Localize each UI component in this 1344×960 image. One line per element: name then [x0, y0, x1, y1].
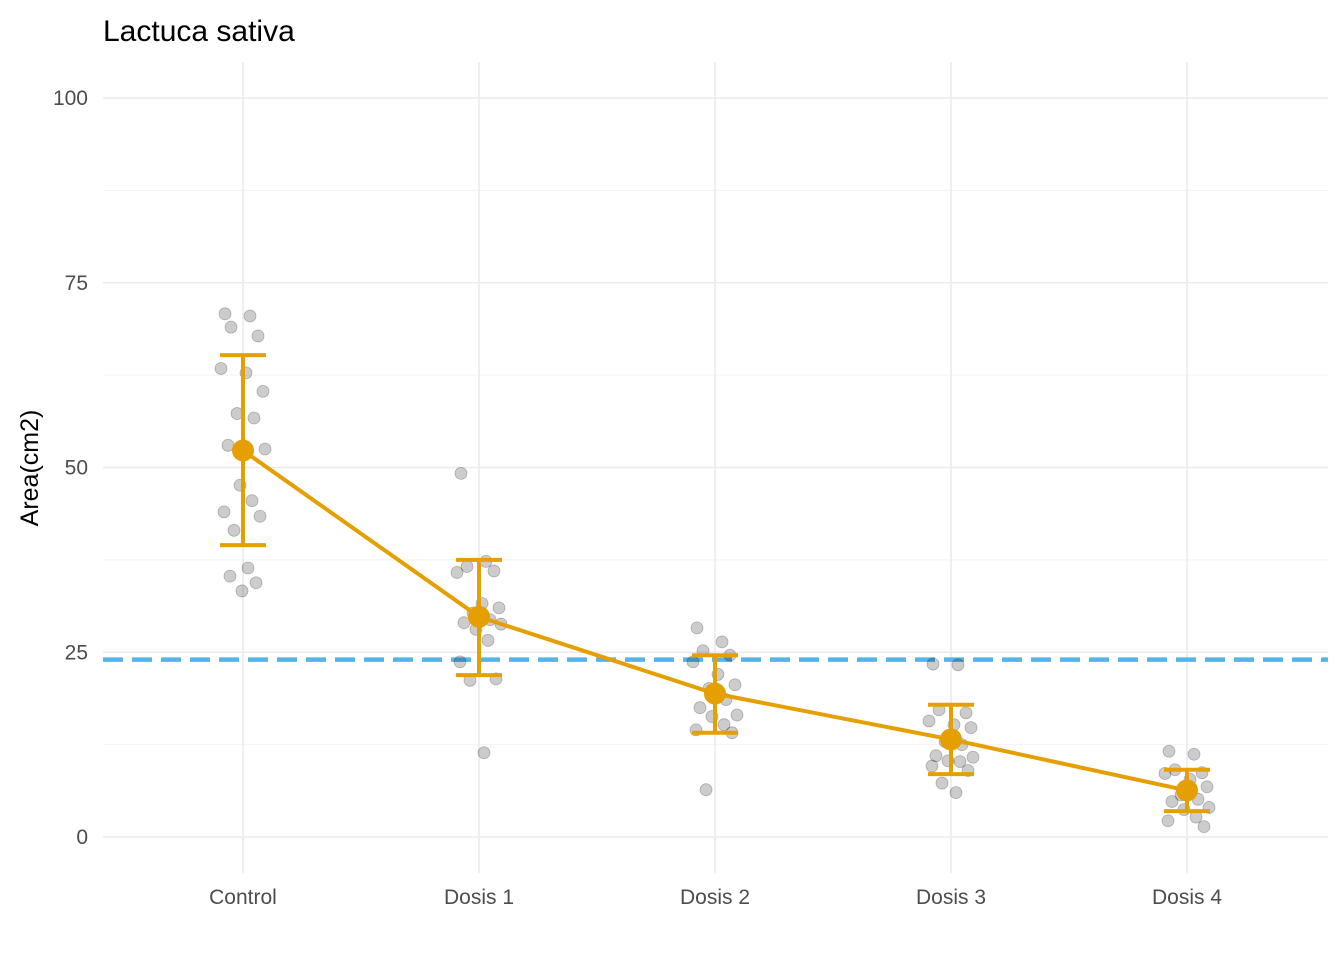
data-point: [251, 329, 265, 343]
data-point: [218, 307, 232, 321]
data-point: [935, 776, 949, 790]
data-point: [224, 320, 238, 334]
data-point: [256, 384, 270, 398]
data-point: [686, 655, 700, 669]
data-point: [487, 564, 501, 578]
data-point: [227, 523, 241, 537]
data-point: [953, 755, 967, 769]
data-point: [730, 708, 744, 722]
data-point: [258, 442, 272, 456]
data-point: [690, 621, 704, 635]
data-point: [966, 750, 980, 764]
data-point: [477, 746, 491, 760]
chart-title: Lactuca sativa: [103, 15, 295, 48]
mean-point: [468, 605, 490, 628]
data-point: [223, 569, 237, 583]
data-point: [1161, 814, 1175, 828]
data-point: [253, 509, 267, 523]
data-point: [492, 601, 506, 615]
data-point: [454, 467, 468, 480]
mean-point: [940, 728, 962, 751]
x-tick-label: Dosis 2: [680, 886, 750, 909]
data-point: [235, 584, 249, 598]
data-point: [699, 783, 713, 797]
data-point: [1200, 780, 1214, 794]
data-point: [214, 362, 228, 375]
data-point: [450, 566, 464, 579]
data-point: [241, 561, 255, 575]
data-point: [217, 505, 231, 519]
data-point: [1162, 744, 1176, 758]
y-tick-label: 100: [53, 87, 88, 110]
mean-point: [704, 682, 726, 705]
x-tick-labels: Control Dosis 1 Dosis 2 Dosis 3 Dosis 4: [209, 886, 1222, 909]
data-point: [926, 657, 940, 671]
y-tick-label: 75: [65, 272, 88, 295]
data-point: [245, 494, 259, 508]
data-point: [693, 701, 707, 715]
y-tick-labels: 0 25 50 75 100: [53, 87, 88, 849]
data-point: [728, 678, 742, 692]
data-point: [481, 634, 495, 647]
data-point: [1197, 820, 1211, 834]
data-point: [949, 786, 963, 800]
y-tick-label: 0: [76, 826, 88, 849]
data-point: [1165, 795, 1179, 808]
data-point: [951, 658, 965, 672]
data-point: [717, 718, 731, 732]
data-point: [964, 721, 978, 735]
x-tick-label: Dosis 4: [1152, 886, 1222, 909]
x-tick-label: Dosis 3: [916, 886, 986, 909]
grid: [103, 62, 1328, 873]
y-tick-label: 50: [65, 457, 88, 480]
data-point: [922, 714, 936, 728]
data-point: [715, 635, 729, 649]
y-tick-label: 25: [65, 641, 88, 664]
summary-layer: [220, 353, 1210, 814]
data-point: [959, 706, 973, 720]
y-axis-label: Area(cm2): [16, 410, 44, 527]
x-tick-label: Dosis 1: [444, 886, 514, 909]
data-point: [249, 576, 263, 590]
x-tick-label: Control: [209, 886, 277, 909]
data-point: [929, 749, 943, 763]
mean-point: [1176, 779, 1198, 802]
data-point: [453, 655, 467, 669]
data-point: [925, 759, 939, 773]
mean-point: [232, 439, 254, 462]
data-point: [243, 309, 257, 323]
data-point: [1187, 747, 1201, 761]
data-point: [247, 411, 261, 425]
